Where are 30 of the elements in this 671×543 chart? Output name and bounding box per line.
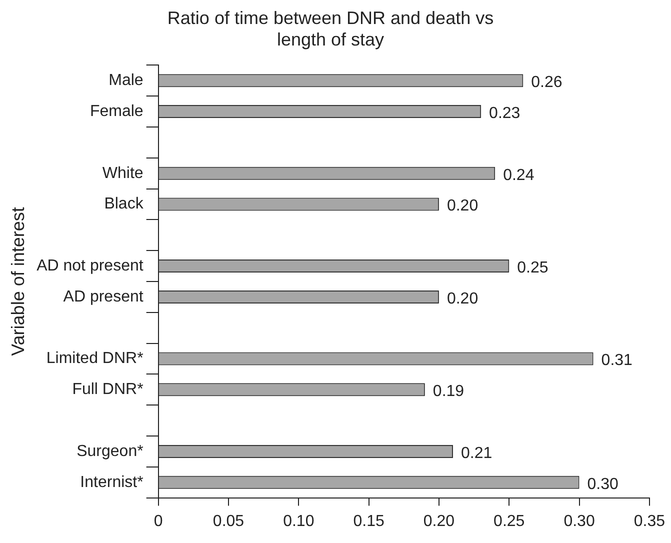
y-tick-label: Male	[108, 72, 144, 90]
x-tick-label: 0.35	[634, 512, 666, 530]
data-label: 0.20	[446, 198, 478, 215]
y-tick-label: AD not present	[36, 257, 144, 274]
x-tick-label: 0	[154, 512, 163, 530]
data-label: 0.21	[460, 444, 492, 462]
x-tick-label: 0.30	[564, 512, 595, 530]
y-tick-label: Internist*	[80, 474, 144, 491]
chart-title: Ratio of time between DNR and death vs length of stay	[167, 8, 494, 50]
data-label: 0.24	[503, 166, 534, 184]
data-label: 0.23	[489, 104, 520, 122]
x-tick-label: 0.20	[423, 512, 455, 530]
y-tick-label: Female	[90, 102, 144, 120]
data-label: 0.26	[531, 74, 562, 92]
x-tick-label: 0.15	[353, 512, 384, 530]
data-label: 0.31	[601, 352, 633, 370]
data-label: 0.20	[446, 290, 478, 308]
data-label: 0.25	[517, 259, 548, 276]
y-tick-label: Surgeon*	[76, 442, 144, 460]
x-tick-label: 0.05	[212, 512, 244, 530]
y-tick-label: Black	[104, 196, 144, 213]
x-tick-label: 0.25	[494, 512, 525, 530]
y-tick-label: Limited DNR*	[46, 350, 144, 368]
y-axis-title: Variable of interest	[8, 207, 28, 356]
data-label: 0.19	[432, 383, 464, 400]
x-tick-label: 0.10	[283, 512, 314, 530]
y-tick-label: White	[102, 164, 144, 182]
y-tick-label: Full DNR*	[72, 381, 144, 398]
data-label: 0.30	[587, 476, 619, 493]
y-tick-label: AD present	[63, 288, 144, 306]
